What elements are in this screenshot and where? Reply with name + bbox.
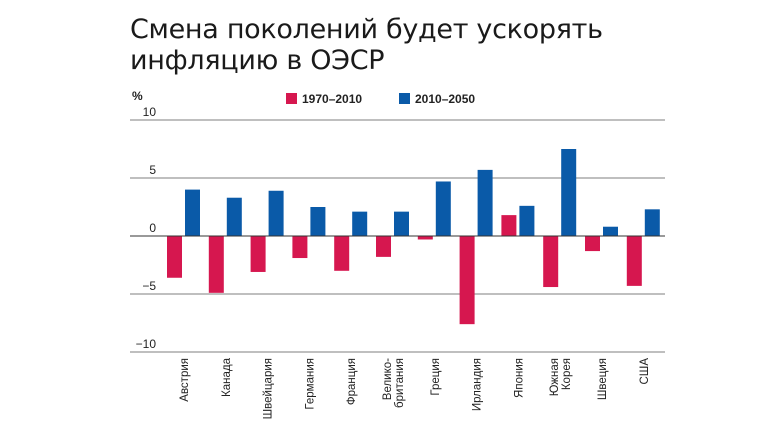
bar-series-2010-2050 — [394, 211, 409, 236]
legend-swatch — [286, 93, 297, 104]
y-tick-label: 10 — [143, 105, 157, 119]
bar-series-1970-2010 — [459, 236, 475, 325]
x-category-label: Южная — [549, 358, 561, 396]
chart-title-line-2: инфляцию в ОЭСР — [130, 45, 385, 76]
bar-series-1970-2010 — [626, 236, 642, 286]
legend: 1970–2010 2010–2050 — [286, 92, 475, 106]
x-category-label: Ирландия — [472, 358, 484, 411]
bar-series-1970-2010 — [543, 236, 559, 288]
x-category-label: Греция — [430, 358, 442, 396]
bar-series-1970-2010 — [250, 236, 266, 272]
bar-series-2010-2050 — [477, 169, 493, 236]
x-category-label: Германия — [304, 358, 316, 410]
legend-label: 2010–2050 — [415, 92, 475, 106]
bar-series-2010-2050 — [310, 207, 326, 236]
bar-series-1970-2010 — [585, 236, 600, 252]
bar-series-2010-2050 — [185, 189, 200, 236]
x-category-label: Австрия — [179, 358, 191, 402]
bar-series-1970-2010 — [417, 236, 433, 240]
bar-series-1970-2010 — [167, 236, 182, 278]
x-category-label: Япония — [513, 358, 525, 398]
bars — [167, 149, 660, 325]
x-category-label: Швейцария — [263, 358, 275, 419]
y-tick-label: 0 — [149, 221, 156, 235]
bar-series-2010-2050 — [435, 181, 451, 236]
bar-series-2010-2050 — [519, 205, 535, 236]
x-category-label: британия — [394, 358, 406, 408]
x-category-label: Франция — [346, 358, 358, 405]
y-axis-ticks: 10 5 0 −5 −10 — [136, 105, 157, 351]
bar-series-2010-2050 — [352, 211, 368, 236]
y-tick-label: −10 — [136, 337, 157, 351]
y-tick-label: 5 — [149, 163, 156, 177]
legend-swatch — [399, 93, 410, 104]
bar-series-2010-2050 — [644, 209, 660, 236]
bar-series-2010-2050 — [561, 149, 577, 236]
bar-series-2010-2050 — [268, 190, 284, 236]
bar-series-2010-2050 — [603, 226, 618, 236]
x-category-label: Швеция — [597, 358, 609, 400]
bar-series-1970-2010 — [376, 236, 391, 257]
x-category-label: Канада — [221, 357, 233, 397]
x-category-label: Велико- — [382, 358, 394, 400]
y-axis-unit-label: % — [132, 89, 143, 103]
x-category-label: Корея — [561, 358, 573, 390]
y-tick-label: −5 — [142, 279, 156, 293]
chart-title-line-1: Смена поколений будет ускорять — [130, 14, 603, 45]
chart-title: Смена поколений будет ускорять инфляцию … — [130, 14, 690, 76]
x-category-label: США — [639, 358, 651, 385]
legend-label: 1970–2010 — [302, 92, 362, 106]
x-axis-categories: Австрия Канада Швейцария Германия Франция Вел… — [179, 357, 651, 419]
bar-series-1970-2010 — [208, 236, 224, 293]
bar-series-1970-2010 — [501, 215, 517, 236]
bar-series-2010-2050 — [226, 197, 242, 236]
bar-series-1970-2010 — [334, 236, 350, 271]
bar-series-1970-2010 — [292, 236, 308, 259]
